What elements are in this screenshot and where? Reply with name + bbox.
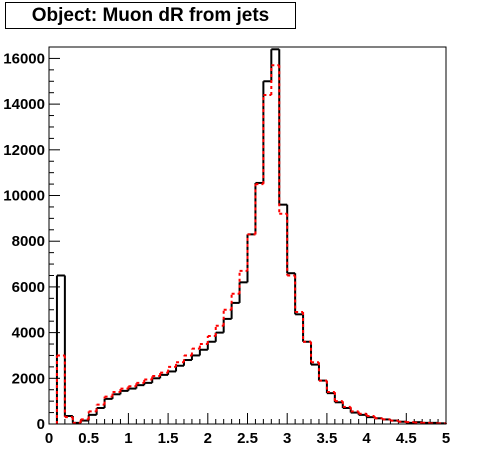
histogram-series xyxy=(55,48,447,425)
y-tick-label: 8000 xyxy=(12,233,45,250)
y-tick-label: 4000 xyxy=(12,325,45,342)
x-tick-label: 3 xyxy=(283,430,291,447)
x-tick-label: 0.5 xyxy=(78,430,99,447)
plot-frame xyxy=(48,46,447,425)
y-tick-label: 6000 xyxy=(12,279,45,296)
chart-title: Object: Muon dR from jets xyxy=(5,2,296,29)
x-tick-label: 4 xyxy=(362,430,371,447)
tick-labels: 0 0.5 1 1.5 2 2.5 3 3.5 4 4.5 5 0 2000 4000 6000 8000 10… xyxy=(3,50,450,447)
y-tick-label: 12000 xyxy=(3,142,45,159)
x-tick-label: 0 xyxy=(45,430,53,447)
y-tick-label: 14000 xyxy=(3,96,45,113)
y-tick-label: 16000 xyxy=(3,50,45,67)
series-dashed-red xyxy=(55,64,447,425)
x-tick-label: 2.5 xyxy=(237,430,258,447)
y-tick-label: 0 xyxy=(37,416,45,433)
x-tick-label: 1 xyxy=(124,430,132,447)
x-tick-label: 3.5 xyxy=(316,430,337,447)
x-tick-label: 1.5 xyxy=(158,430,179,447)
axis-ticks xyxy=(48,46,447,425)
y-tick-label: 2000 xyxy=(12,370,45,387)
x-tick-label: 4.5 xyxy=(396,430,417,447)
x-tick-label: 2 xyxy=(204,430,212,447)
series-solid-black xyxy=(55,48,447,425)
y-tick-label: 10000 xyxy=(3,188,45,205)
x-tick-label: 5 xyxy=(442,430,450,447)
